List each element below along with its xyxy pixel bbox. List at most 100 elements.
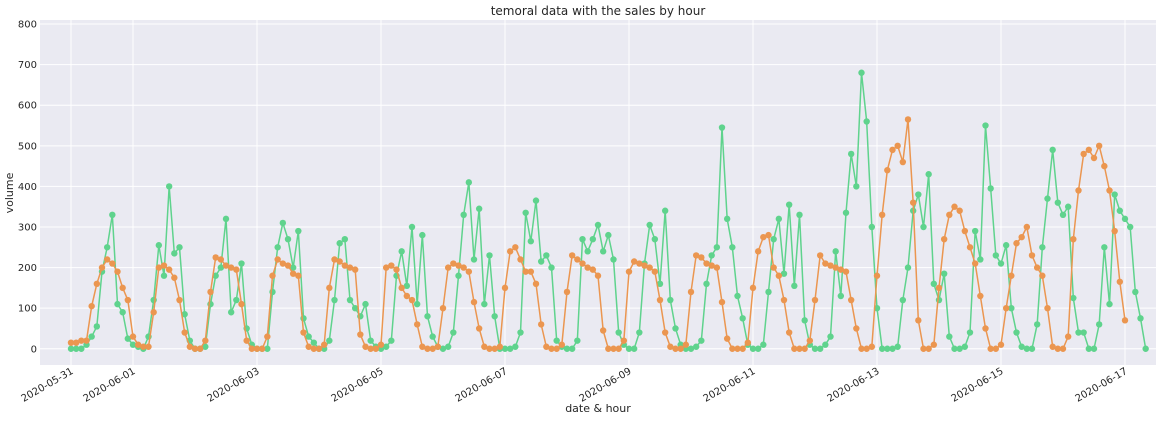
data-point	[878, 345, 886, 352]
data-point	[847, 150, 855, 158]
data-point	[212, 254, 219, 261]
plot-area	[40, 20, 1156, 365]
data-point	[532, 197, 540, 204]
data-point	[863, 345, 870, 352]
data-point	[1023, 345, 1031, 352]
data-point	[992, 345, 1000, 352]
data-point	[413, 300, 421, 308]
data-point	[997, 260, 1005, 267]
data-point	[1008, 304, 1015, 312]
data-point	[718, 124, 726, 131]
data-point	[491, 313, 498, 320]
data-point	[305, 343, 312, 350]
data-point	[93, 280, 101, 288]
data-point	[1039, 272, 1046, 279]
data-point	[269, 272, 276, 279]
data-point	[351, 266, 359, 273]
data-point	[78, 337, 85, 344]
data-point	[853, 183, 860, 190]
data-point	[605, 231, 612, 239]
data-point	[450, 260, 457, 267]
data-point	[351, 304, 359, 312]
data-point	[517, 329, 524, 336]
data-point	[915, 317, 922, 324]
data-point	[305, 333, 312, 340]
data-point	[470, 256, 478, 263]
data-point	[868, 343, 876, 350]
data-point	[217, 256, 225, 263]
data-point	[930, 341, 938, 348]
data-point	[522, 268, 529, 275]
data-point	[238, 300, 245, 308]
data-point	[811, 296, 819, 304]
data-point	[734, 345, 741, 352]
data-point	[594, 221, 602, 229]
data-point	[832, 264, 839, 271]
data-point	[1070, 235, 1077, 243]
data-point	[114, 268, 121, 275]
data-point	[160, 262, 168, 269]
data-point	[1054, 345, 1062, 352]
data-point	[398, 284, 405, 292]
data-point	[837, 292, 845, 300]
data-point	[982, 122, 989, 129]
data-point	[444, 343, 452, 350]
data-point	[155, 264, 163, 271]
data-point	[465, 268, 473, 275]
data-point	[264, 345, 271, 352]
data-point	[692, 252, 700, 259]
data-point	[506, 345, 514, 352]
data-point	[765, 288, 772, 296]
series-1	[67, 116, 1129, 352]
data-point	[527, 268, 535, 275]
data-point	[1106, 300, 1113, 308]
data-point	[1142, 345, 1149, 352]
data-point	[346, 296, 354, 304]
data-point	[284, 262, 292, 269]
data-point	[1121, 215, 1129, 223]
data-point	[165, 183, 173, 190]
data-point	[589, 266, 597, 273]
data-point	[403, 292, 411, 300]
data-point	[1064, 333, 1072, 340]
data-point	[243, 337, 250, 344]
data-point	[331, 256, 338, 263]
data-point	[300, 329, 307, 336]
data-point	[801, 345, 808, 352]
data-point	[982, 325, 989, 332]
data-point	[1090, 345, 1098, 352]
data-point	[1106, 187, 1113, 194]
data-point	[372, 345, 380, 352]
data-point	[548, 264, 555, 271]
data-point	[935, 284, 943, 292]
data-point	[744, 339, 752, 346]
data-point	[455, 262, 462, 269]
data-point	[248, 345, 256, 352]
data-point	[951, 203, 958, 210]
y-tick-label: 200	[18, 263, 37, 274]
data-point	[553, 337, 560, 344]
data-point	[233, 296, 240, 304]
data-point	[785, 329, 793, 336]
data-point	[661, 329, 669, 336]
data-point	[1116, 278, 1124, 285]
data-point	[997, 341, 1005, 348]
data-point	[119, 309, 126, 316]
data-point	[754, 248, 762, 255]
data-point	[481, 343, 488, 350]
data-point	[1137, 315, 1144, 322]
data-point	[326, 284, 333, 292]
data-point	[940, 270, 948, 277]
data-point	[672, 345, 679, 352]
data-point	[336, 258, 343, 265]
data-point	[279, 219, 287, 227]
data-point	[341, 262, 349, 269]
data-point	[770, 264, 777, 271]
data-point	[723, 215, 731, 223]
data-point	[615, 345, 622, 352]
data-point	[687, 288, 695, 296]
data-point	[78, 345, 85, 352]
data-point	[584, 264, 591, 271]
data-point	[899, 158, 907, 166]
